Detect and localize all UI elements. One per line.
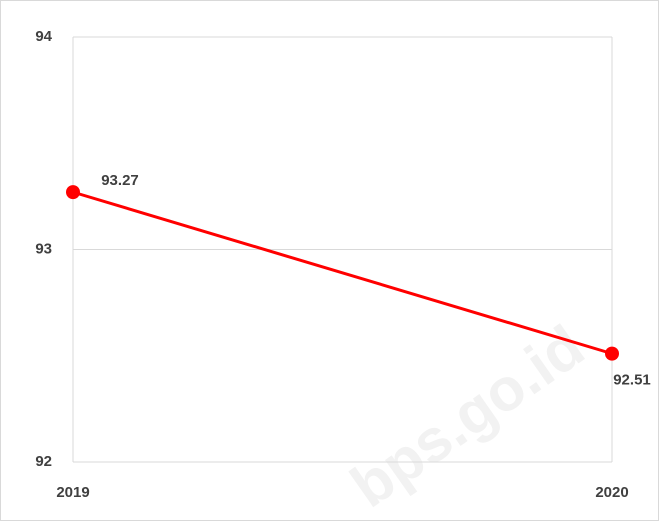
data-label: 92.51 <box>613 372 651 389</box>
data-point <box>605 346 619 361</box>
y-tick-label: 92 <box>35 453 52 470</box>
series-line <box>72 190 613 356</box>
y-tick-label: 93 <box>35 240 52 257</box>
x-tick-label: 2019 <box>56 484 89 501</box>
data-label: 93.27 <box>101 172 139 189</box>
data-point <box>66 185 80 200</box>
x-tick-label: 2020 <box>595 484 628 501</box>
y-tick-label: 94 <box>35 28 52 45</box>
